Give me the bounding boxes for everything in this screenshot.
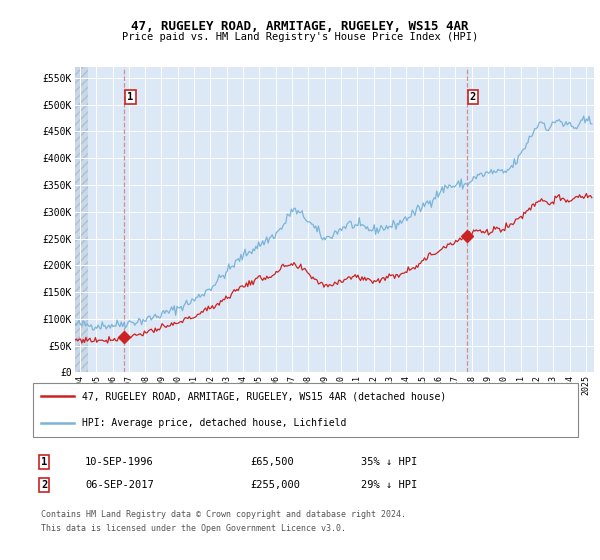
Text: Price paid vs. HM Land Registry's House Price Index (HPI): Price paid vs. HM Land Registry's House … <box>122 32 478 43</box>
Text: Contains HM Land Registry data © Crown copyright and database right 2024.: Contains HM Land Registry data © Crown c… <box>41 510 406 519</box>
Text: 2: 2 <box>470 92 476 101</box>
Text: 2: 2 <box>41 480 47 490</box>
Text: 35% ↓ HPI: 35% ↓ HPI <box>361 457 418 467</box>
Text: 06-SEP-2017: 06-SEP-2017 <box>85 480 154 490</box>
Text: £255,000: £255,000 <box>251 480 301 490</box>
FancyBboxPatch shape <box>33 383 578 437</box>
Text: £65,500: £65,500 <box>251 457 295 467</box>
Text: 10-SEP-1996: 10-SEP-1996 <box>85 457 154 467</box>
Bar <box>75 67 88 372</box>
Text: 1: 1 <box>41 457 47 467</box>
Text: 29% ↓ HPI: 29% ↓ HPI <box>361 480 418 490</box>
Text: 47, RUGELEY ROAD, ARMITAGE, RUGELEY, WS15 4AR (detached house): 47, RUGELEY ROAD, ARMITAGE, RUGELEY, WS1… <box>82 391 446 401</box>
Text: This data is licensed under the Open Government Licence v3.0.: This data is licensed under the Open Gov… <box>41 524 346 533</box>
Text: 1: 1 <box>127 92 134 101</box>
Text: HPI: Average price, detached house, Lichfield: HPI: Average price, detached house, Lich… <box>82 418 347 428</box>
Text: 47, RUGELEY ROAD, ARMITAGE, RUGELEY, WS15 4AR: 47, RUGELEY ROAD, ARMITAGE, RUGELEY, WS1… <box>131 20 469 32</box>
